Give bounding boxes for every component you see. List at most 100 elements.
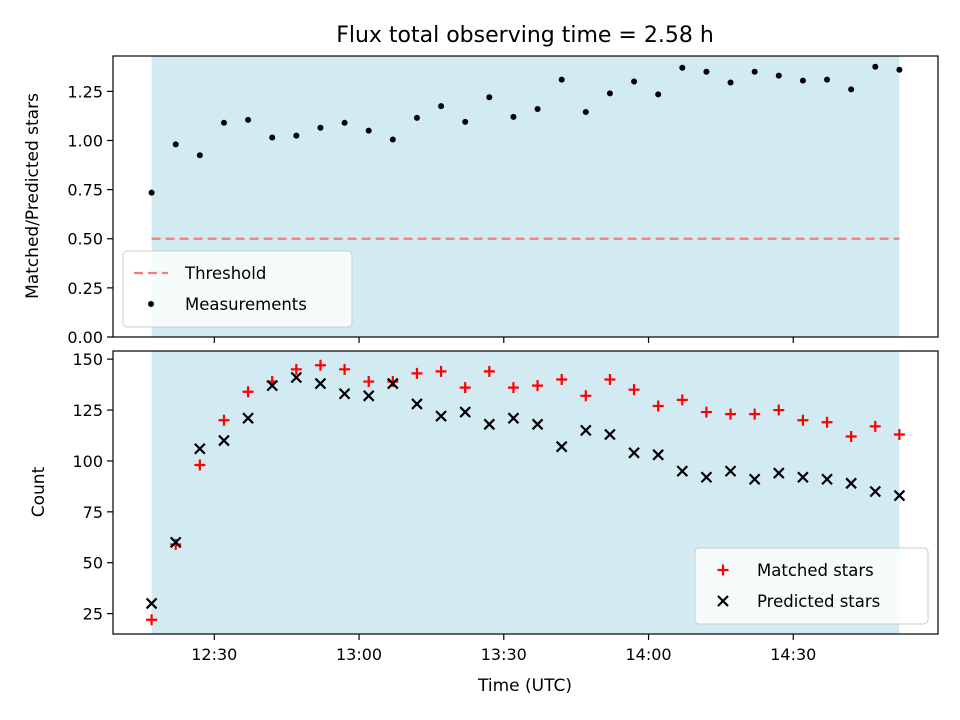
legend-swatch [148,301,154,307]
data-point [486,94,493,101]
data-point [773,404,785,416]
data-point [363,376,375,388]
y-tick-label: 125 [72,401,103,420]
data-point [652,400,664,412]
y-tick-label: 100 [72,452,103,471]
data-point [773,467,785,479]
data-point [652,449,664,461]
data-point [655,91,662,98]
data-point [170,538,182,550]
y-tick-label: 1.00 [67,131,103,150]
data-point [339,363,351,375]
data-point [387,377,399,390]
top-panel-matched-ratio: 0.00 0.25 0.50 0.75 1.00 1.25 Threshold Measure… [67,55,939,347]
data-point [679,64,686,71]
bottom-series-0 [146,359,905,626]
x-tick-label: 14:00 [625,645,671,664]
x-axis-label: Time (UTC) [477,676,572,696]
legend-box [122,250,353,328]
data-point [459,406,471,418]
data-point [242,386,254,398]
data-point [362,390,375,402]
data-point [821,416,833,428]
legend-swatch [717,595,729,607]
bottom-legend: Matched stars Predicted stars [694,547,929,625]
bottom-series-1 [145,371,906,610]
data-point [580,424,592,437]
data-point [531,418,544,431]
data-point [438,103,445,110]
data-point [797,471,809,484]
data-point [148,189,155,196]
legend-label: Matched stars [757,561,874,580]
legend-label: Threshold [184,264,266,283]
top-axes-frame [112,55,939,338]
data-point [676,394,688,406]
y-tick-label: 50 [83,554,103,573]
data-point [218,414,230,426]
data-point [145,597,158,610]
data-point [483,418,496,431]
data-point [555,440,568,453]
data-point [314,359,326,371]
legend-swatch [717,564,729,576]
data-point [824,76,831,83]
data-point [582,109,589,116]
data-point [387,376,399,388]
data-point [580,390,592,402]
data-point [845,477,857,490]
data-point [269,134,276,141]
data-point [196,152,203,159]
y-tick-label: 0.50 [67,230,103,249]
data-point [194,459,206,471]
data-point [631,78,638,85]
data-point [893,489,906,502]
data-point [604,374,616,386]
data-point [896,66,903,73]
data-point [628,447,640,459]
data-point [534,106,541,113]
data-point [700,471,713,484]
data-point [462,118,469,125]
data-point [435,365,447,377]
data-point [869,485,882,498]
top-legend: Threshold Measurements [122,250,353,328]
legend-label: Predicted stars [757,592,880,611]
chart-title: Flux total observing time = 2.58 h [336,23,714,48]
data-point [676,465,689,477]
bottom-panel-star-counts: 25 50 75 100 125 150 12:30 13:00 13:30 14:00 14:30… [72,350,939,664]
data-point [872,63,879,70]
data-point [558,76,565,83]
data-point [365,127,372,134]
y-tick-label: 25 [83,605,103,624]
data-point [748,473,761,486]
data-point [532,380,544,392]
data-point [724,465,737,477]
data-point [628,384,640,396]
top-series-0 [148,63,903,196]
data-point [411,398,423,410]
data-point [556,374,568,386]
data-point [218,434,230,447]
data-point [507,412,520,424]
data-point [845,431,857,443]
data-point [172,141,179,148]
data-point [604,428,616,441]
legend-label: Measurements [185,295,307,314]
data-point [510,113,517,120]
data-point [848,86,855,93]
data-point [483,365,495,377]
data-point [725,408,737,420]
y-tick-label: 150 [72,350,103,369]
data-point [727,79,734,86]
data-point [245,116,252,123]
data-point [169,536,182,549]
y-axis-label-top: Matched/Predicted stars [23,93,43,299]
data-point [338,387,351,400]
x-tick-label: 13:00 [336,645,382,664]
data-point [821,473,833,486]
data-point [606,90,613,97]
data-point [266,379,278,392]
data-point [700,406,712,418]
